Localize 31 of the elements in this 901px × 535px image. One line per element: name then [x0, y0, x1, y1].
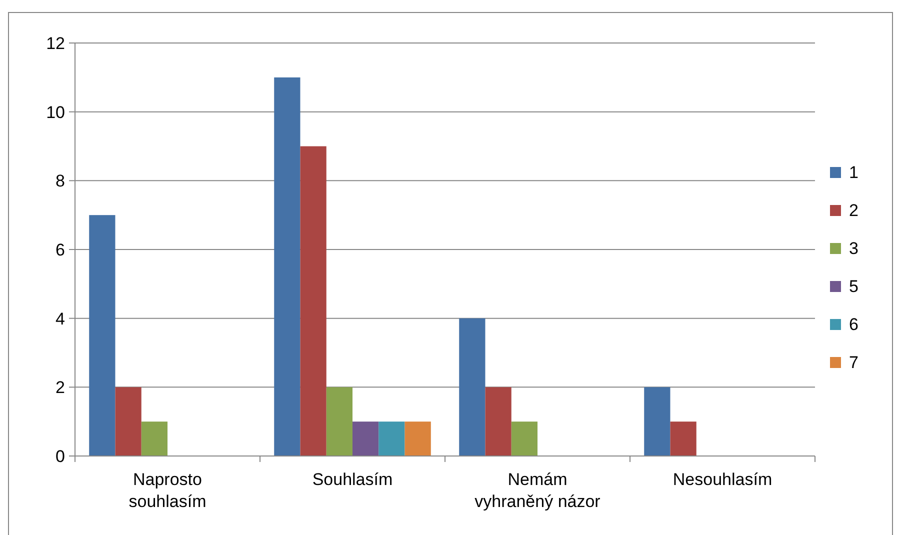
bar	[511, 422, 538, 456]
bar	[644, 387, 670, 456]
y-tick-label: 12	[46, 34, 65, 53]
x-tick-label: Nemám vyhraněný názor	[474, 470, 601, 511]
x-tick-label: Souhlasím	[312, 470, 393, 489]
bar	[141, 422, 168, 456]
bar	[459, 318, 486, 456]
bar	[326, 387, 352, 456]
bar	[352, 422, 379, 456]
legend-label: 6	[849, 314, 858, 334]
y-tick-label: 2	[56, 378, 65, 398]
y-tick-label: 6	[56, 240, 65, 260]
y-tick-label: 10	[46, 102, 65, 122]
bar	[274, 77, 300, 456]
bar	[378, 422, 405, 456]
bar	[670, 422, 696, 456]
y-tick-label: 0	[56, 446, 65, 466]
x-tick-label: Naprosto souhlasím	[128, 470, 206, 511]
legend-label: 1	[849, 162, 858, 182]
bar	[404, 422, 431, 456]
legend-label: 3	[849, 238, 858, 258]
legend-label: 5	[849, 276, 858, 296]
y-tick-label: 8	[56, 172, 65, 191]
bar	[485, 387, 512, 456]
bar	[89, 215, 116, 456]
legend-label: 2	[849, 200, 858, 220]
x-tick-label: Nesouhlasím	[672, 470, 772, 489]
bar	[300, 146, 326, 456]
legend-label: 7	[849, 352, 858, 372]
y-tick-label: 4	[56, 309, 65, 328]
bar	[115, 387, 142, 456]
